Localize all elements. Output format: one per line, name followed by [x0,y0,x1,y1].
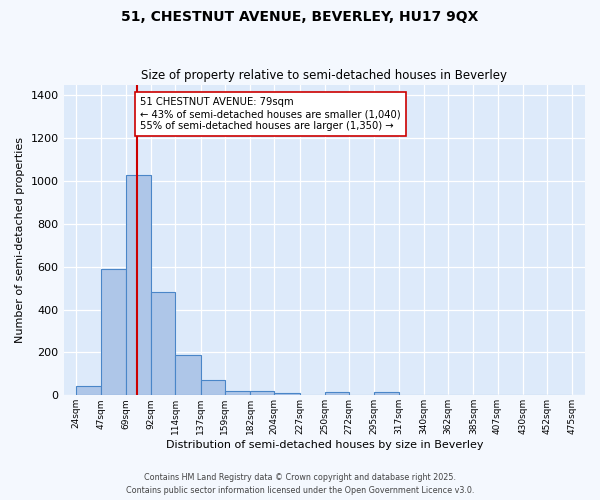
Bar [200,380,225,396]
Bar [101,269,125,396]
Bar [125,174,151,396]
Bar [274,392,299,396]
Text: 51, CHESTNUT AVENUE, BEVERLEY, HU17 9QX: 51, CHESTNUT AVENUE, BEVERLEY, HU17 9QX [121,10,479,24]
X-axis label: Distribution of semi-detached houses by size in Beverley: Distribution of semi-detached houses by … [166,440,483,450]
Text: 51 CHESTNUT AVENUE: 79sqm
← 43% of semi-detached houses are smaller (1,040)
55% : 51 CHESTNUT AVENUE: 79sqm ← 43% of semi-… [140,98,401,130]
Bar [225,390,250,396]
Bar [76,386,101,396]
Bar [175,355,200,396]
Y-axis label: Number of semi-detached properties: Number of semi-detached properties [15,137,25,343]
Bar [151,292,175,396]
Bar [250,392,274,396]
Bar [325,392,349,396]
Title: Size of property relative to semi-detached houses in Beverley: Size of property relative to semi-detach… [141,69,507,82]
Bar [374,392,398,396]
Text: Contains HM Land Registry data © Crown copyright and database right 2025.
Contai: Contains HM Land Registry data © Crown c… [126,474,474,495]
